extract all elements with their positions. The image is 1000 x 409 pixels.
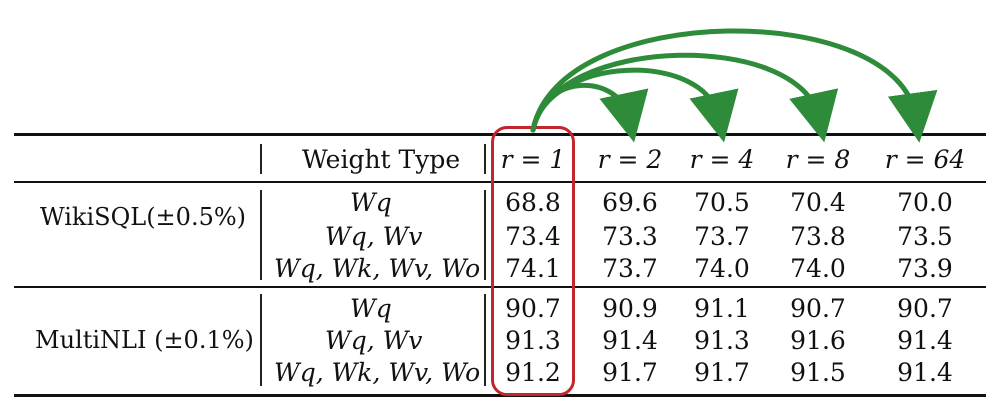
column-separator-left-header xyxy=(260,144,262,174)
arrow-to-r64 xyxy=(530,28,938,143)
value-cell: 91.7 xyxy=(602,358,658,387)
value-cell: 73.7 xyxy=(694,222,750,251)
column-separator-right-group2 xyxy=(484,294,486,386)
value-cell: 73.3 xyxy=(602,222,658,251)
value-cell: 91.1 xyxy=(694,294,750,323)
value-cell: 91.5 xyxy=(790,358,846,387)
column-separator-left-group1 xyxy=(260,190,262,280)
value-cell: 90.7 xyxy=(790,294,846,323)
rank-column-header: r = 1 xyxy=(500,145,566,174)
column-separator-right-header xyxy=(484,144,486,174)
weight-type-cell: Wq, Wk, Wv, Wo xyxy=(274,254,481,283)
group-separator-rule xyxy=(14,286,986,288)
value-cell: 91.2 xyxy=(505,358,561,387)
weight-type-cell: Wq xyxy=(350,294,392,323)
dataset-label-wikisql: WikiSQL(±0.5%) xyxy=(40,203,247,231)
value-cell: 70.0 xyxy=(897,188,953,217)
weight-type-header: Weight Type xyxy=(302,145,461,174)
value-cell: 91.7 xyxy=(694,358,750,387)
weight-type-cell: Wq, Wk, Wv, Wo xyxy=(274,358,481,387)
value-cell: 91.6 xyxy=(790,326,846,355)
value-cell: 91.4 xyxy=(897,326,953,355)
bottom-rule xyxy=(14,394,986,397)
weight-type-cell: Wq xyxy=(350,188,392,217)
column-separator-left-group2 xyxy=(260,294,262,386)
value-cell: 70.5 xyxy=(694,188,750,217)
value-cell: 91.4 xyxy=(897,358,953,387)
value-cell: 73.4 xyxy=(505,222,561,251)
value-cell: 91.4 xyxy=(602,326,658,355)
rank-column-header: r = 8 xyxy=(785,145,851,174)
value-cell: 90.9 xyxy=(602,294,658,323)
value-cell: 74.1 xyxy=(505,254,561,283)
value-cell: 91.3 xyxy=(505,326,561,355)
column-separator-right-group1 xyxy=(484,190,486,280)
value-cell: 68.8 xyxy=(505,188,561,217)
value-cell: 69.6 xyxy=(602,188,658,217)
rank-column-header: r = 64 xyxy=(884,145,966,174)
value-cell: 74.0 xyxy=(790,254,846,283)
arrow-to-r2 xyxy=(530,82,649,143)
weight-type-cell: Wq, Wv xyxy=(325,326,423,355)
value-cell: 70.4 xyxy=(790,188,846,217)
value-cell: 90.7 xyxy=(897,294,953,323)
weight-type-cell: Wq, Wv xyxy=(325,222,423,251)
rank-column-header: r = 4 xyxy=(689,145,755,174)
value-cell: 73.5 xyxy=(897,222,953,251)
value-cell: 74.0 xyxy=(694,254,750,283)
value-cell: 73.7 xyxy=(602,254,658,283)
dataset-label-multinli: MultiNLI (±0.1%) xyxy=(35,326,254,354)
arrow-to-r8 xyxy=(530,52,839,143)
header-rule xyxy=(14,181,986,183)
value-cell: 73.9 xyxy=(897,254,953,283)
value-cell: 90.7 xyxy=(505,294,561,323)
rank-column-header: r = 2 xyxy=(597,145,663,174)
value-cell: 91.3 xyxy=(694,326,750,355)
value-cell: 73.8 xyxy=(790,222,846,251)
